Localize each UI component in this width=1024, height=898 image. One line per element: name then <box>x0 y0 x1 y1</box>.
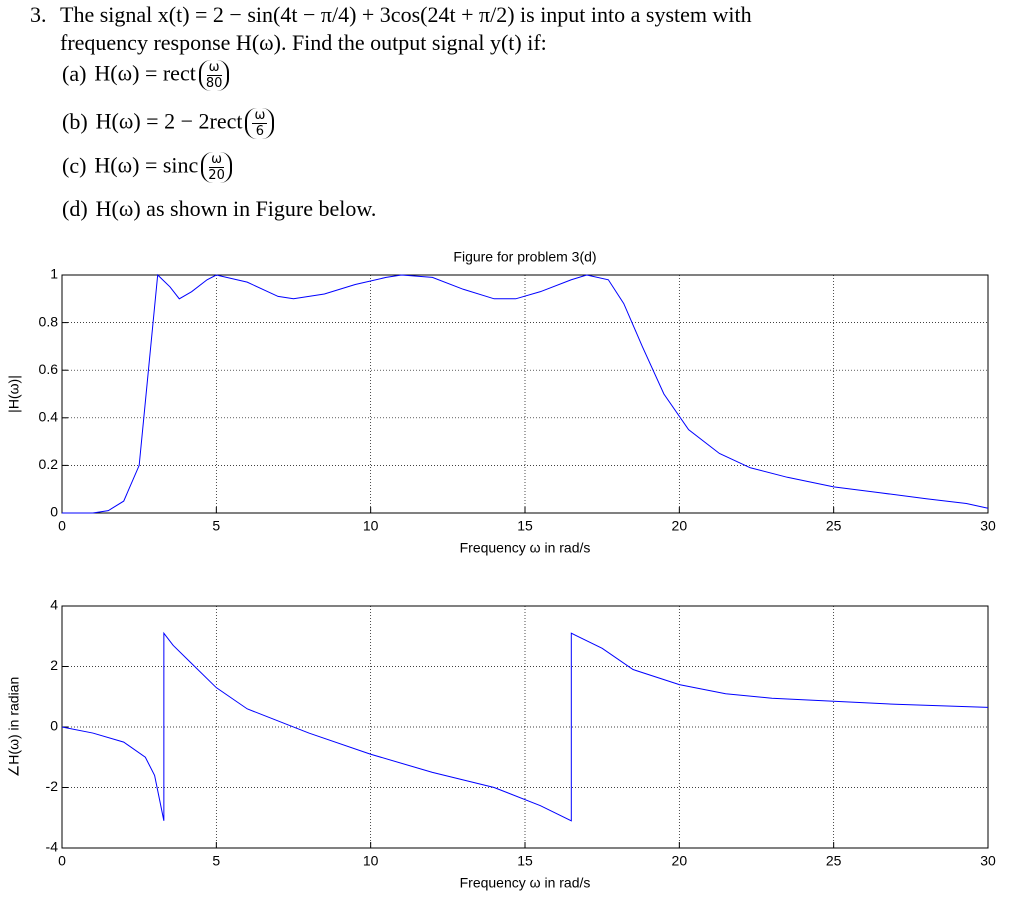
part: (a) H(ω) = rect ω 80 <box>62 60 230 91</box>
plot-frame <box>61 274 989 514</box>
part-label: (c) <box>62 152 87 178</box>
y-tick-label: 0.2 <box>39 456 59 472</box>
y-tick-label: -4 <box>46 839 59 855</box>
part-label: (a) <box>62 60 87 86</box>
x-axis-label: Frequency ω in rad/s <box>460 540 591 556</box>
fraction: ω 20 <box>201 152 232 183</box>
problem-line: The signal x(t) = 2 − sin(4t − π/4) + 3c… <box>60 2 752 27</box>
denominator: 6 <box>255 124 265 139</box>
y-tick-label: 2 <box>50 657 58 673</box>
fraction: ω 80 <box>198 60 230 91</box>
y-axis-label: |H(ω)| <box>6 375 22 413</box>
x-tick-label: 30 <box>980 518 996 534</box>
part: (c) H(ω) = sinc ω 20 <box>62 152 232 183</box>
x-tick-label: 0 <box>58 518 66 534</box>
y-tick-label: -2 <box>46 778 59 794</box>
y-tick-label: 0.8 <box>39 313 59 329</box>
line-series <box>61 631 989 822</box>
part-expression: H(ω) = rect <box>94 60 196 86</box>
y-tick-label: 1 <box>50 266 58 282</box>
x-tick-label: 5 <box>212 518 220 534</box>
part-text: H(ω) as shown in Figure below. <box>95 196 377 221</box>
x-tick-label: 5 <box>212 853 220 869</box>
y-tick-label: 4 <box>50 597 58 613</box>
numerator: ω <box>252 108 268 124</box>
x-tick-label: 10 <box>363 518 379 534</box>
part-expression: H(ω) = sinc <box>94 152 199 178</box>
x-axis-label: Frequency ω in rad/s <box>460 875 591 891</box>
part: (b) H(ω) = 2 − 2rect ω 6 <box>62 108 275 139</box>
x-tick-label: 25 <box>826 853 842 869</box>
y-tick-label: 0 <box>50 718 58 734</box>
numerator: ω <box>206 60 222 76</box>
denominator: 20 <box>208 168 225 183</box>
denominator: 80 <box>205 76 223 91</box>
chart-title: Figure for problem 3(d) <box>453 249 596 265</box>
x-tick-label: 15 <box>517 518 533 534</box>
x-tick-label: 15 <box>517 853 533 869</box>
line-series <box>62 273 989 514</box>
x-tick-label: 20 <box>672 853 688 869</box>
part-expression: H(ω) = 2 − 2rect <box>95 108 243 134</box>
part-label: (b) <box>62 108 88 134</box>
problem-line: frequency response H(ω). Find the output… <box>60 30 547 55</box>
y-tick-label: 0.4 <box>39 409 59 425</box>
numerator: ω <box>209 152 225 168</box>
problem-number: 3. <box>30 2 47 27</box>
part: (d) H(ω) as shown in Figure below. <box>62 196 376 222</box>
x-tick-label: 25 <box>826 518 842 534</box>
x-tick-label: 20 <box>672 518 688 534</box>
plot-area <box>62 275 988 513</box>
x-tick-label: 30 <box>980 853 996 869</box>
x-tick-label: 10 <box>363 853 379 869</box>
part-label: (d) <box>62 196 88 221</box>
y-axis-label: ∠H(ω) in radian <box>6 677 22 778</box>
y-tick-label: 0.6 <box>39 361 59 377</box>
x-tick-label: 0 <box>58 853 66 869</box>
y-tick-label: 0 <box>50 504 58 520</box>
